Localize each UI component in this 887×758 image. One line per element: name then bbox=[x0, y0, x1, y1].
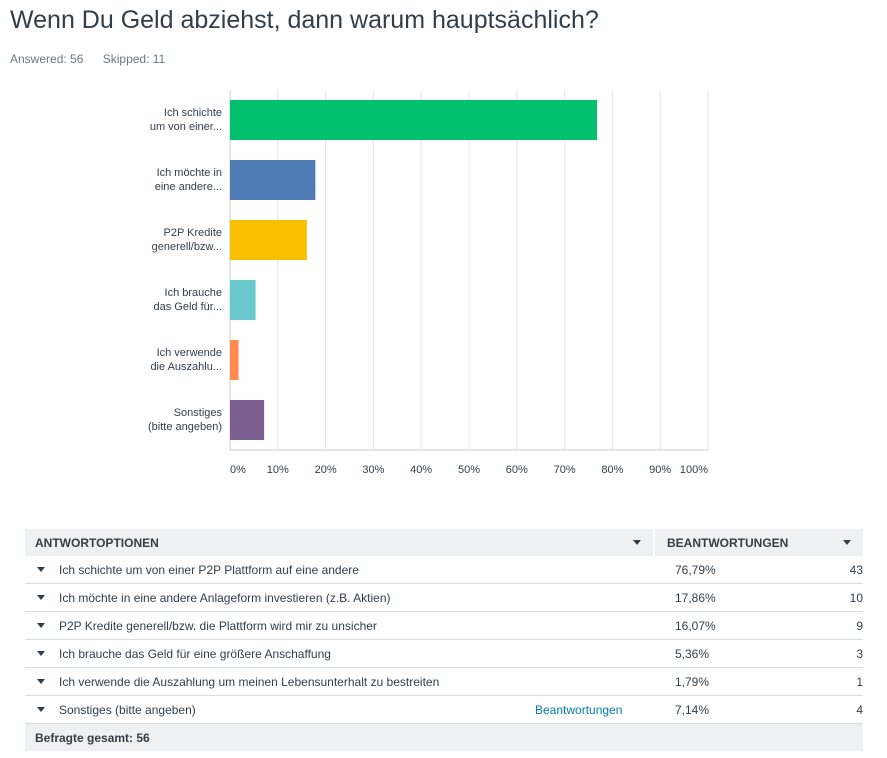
category-label: generell/bzw... bbox=[152, 241, 222, 253]
tick-label: 70% bbox=[554, 464, 576, 476]
category-label: um von einer... bbox=[150, 121, 222, 133]
expand-caret-icon[interactable] bbox=[37, 623, 45, 628]
row-label: Sonstiges (bitte angeben) bbox=[59, 702, 196, 717]
bar bbox=[230, 100, 598, 140]
table-footer: Befragte gesamt: 56 bbox=[25, 724, 863, 751]
category-label: Ich verwende bbox=[157, 347, 222, 359]
row-count: 3 bbox=[856, 646, 863, 661]
table-row: Ich möchte in eine andere Anlageform inv… bbox=[25, 584, 863, 612]
tick-label: 30% bbox=[362, 464, 384, 476]
table-row: Ich brauche das Geld für eine größere An… bbox=[25, 640, 863, 668]
answer-table: ANTWORTOPTIONEN BEANTWORTUNGEN Ich schic… bbox=[25, 529, 863, 751]
table-header: ANTWORTOPTIONEN BEANTWORTUNGEN bbox=[25, 529, 863, 556]
tick-label: 0% bbox=[230, 464, 246, 476]
expand-caret-icon[interactable] bbox=[37, 679, 45, 684]
sort-caret-icon[interactable] bbox=[633, 540, 641, 545]
answered-count: Answered: 56 bbox=[10, 52, 84, 66]
category-label: die Auszahlu... bbox=[150, 361, 222, 373]
row-percent: 76,79% bbox=[675, 562, 716, 577]
skipped-count: Skipped: 11 bbox=[102, 52, 166, 66]
bar bbox=[230, 220, 307, 260]
row-percent: 5,36% bbox=[675, 646, 710, 661]
table-row: Ich schichte um von einer P2P Plattform … bbox=[25, 556, 863, 584]
table-body: Ich schichte um von einer P2P Plattform … bbox=[25, 556, 863, 724]
table-row: Ich verwende die Auszahlung um meinen Le… bbox=[25, 668, 863, 696]
row-label: P2P Kredite generell/bzw. die Plattform … bbox=[59, 618, 377, 633]
row-count: 4 bbox=[856, 702, 863, 717]
expand-caret-icon[interactable] bbox=[37, 595, 45, 600]
bar bbox=[230, 400, 265, 440]
question-title: Wenn Du Geld abziehst, dann warum haupts… bbox=[10, 6, 599, 34]
bar-chart: Ich schichte um von einer... Ich möchte in… bbox=[148, 90, 709, 476]
row-count: 43 bbox=[849, 562, 863, 577]
row-count: 9 bbox=[856, 618, 863, 633]
bar bbox=[230, 160, 316, 200]
row-label: Ich möchte in eine andere Anlageform inv… bbox=[59, 590, 391, 605]
table-row: P2P Kredite generell/bzw. die Plattform … bbox=[25, 612, 863, 640]
tick-label: 20% bbox=[315, 464, 337, 476]
column-header-options-label: ANTWORTOPTIONEN bbox=[35, 535, 159, 550]
category-label: eine andere... bbox=[155, 181, 222, 193]
row-percent: 17,86% bbox=[675, 590, 716, 605]
category-label: Ich schichte bbox=[164, 107, 222, 119]
expand-caret-icon[interactable] bbox=[37, 707, 45, 712]
tick-label: 60% bbox=[506, 464, 528, 476]
category-label: P2P Kredite bbox=[163, 227, 222, 239]
category-label: Ich möchte in bbox=[157, 167, 222, 179]
category-label: (bitte angeben) bbox=[148, 421, 222, 433]
tick-label: 50% bbox=[458, 464, 480, 476]
bar bbox=[230, 340, 239, 380]
bar bbox=[230, 280, 256, 320]
tick-label: 80% bbox=[601, 464, 623, 476]
column-header-options[interactable]: ANTWORTOPTIONEN bbox=[25, 529, 655, 556]
category-label: das Geld für... bbox=[154, 301, 222, 313]
row-label: Ich brauche das Geld für eine größere An… bbox=[59, 646, 331, 661]
row-label: Ich verwende die Auszahlung um meinen Le… bbox=[59, 674, 440, 689]
sort-caret-icon[interactable] bbox=[843, 540, 851, 545]
tick-label: 100% bbox=[680, 464, 708, 476]
expand-caret-icon[interactable] bbox=[37, 567, 45, 572]
row-label: Ich schichte um von einer P2P Plattform … bbox=[59, 562, 359, 577]
tick-label: 90% bbox=[649, 464, 671, 476]
row-count: 1 bbox=[856, 674, 863, 689]
column-header-answers[interactable]: BEANTWORTUNGEN bbox=[655, 529, 863, 556]
table-row: Sonstiges (bitte angeben) Beantwortungen 7… bbox=[25, 696, 863, 724]
row-percent: 1,79% bbox=[675, 674, 710, 689]
row-count: 10 bbox=[849, 590, 863, 605]
category-label: Ich brauche bbox=[165, 287, 222, 299]
category-label: Sonstiges bbox=[174, 407, 223, 419]
row-answers-link[interactable]: Beantwortungen bbox=[535, 702, 623, 717]
row-percent: 16,07% bbox=[675, 618, 716, 633]
tick-label: 40% bbox=[410, 464, 432, 476]
column-header-answers-label: BEANTWORTUNGEN bbox=[667, 535, 789, 550]
tick-label: 10% bbox=[267, 464, 289, 476]
expand-caret-icon[interactable] bbox=[37, 651, 45, 656]
total-respondents: Befragte gesamt: 56 bbox=[35, 730, 150, 745]
row-percent: 7,14% bbox=[675, 702, 710, 717]
response-stats: Answered: 56 Skipped: 11 bbox=[10, 52, 181, 66]
